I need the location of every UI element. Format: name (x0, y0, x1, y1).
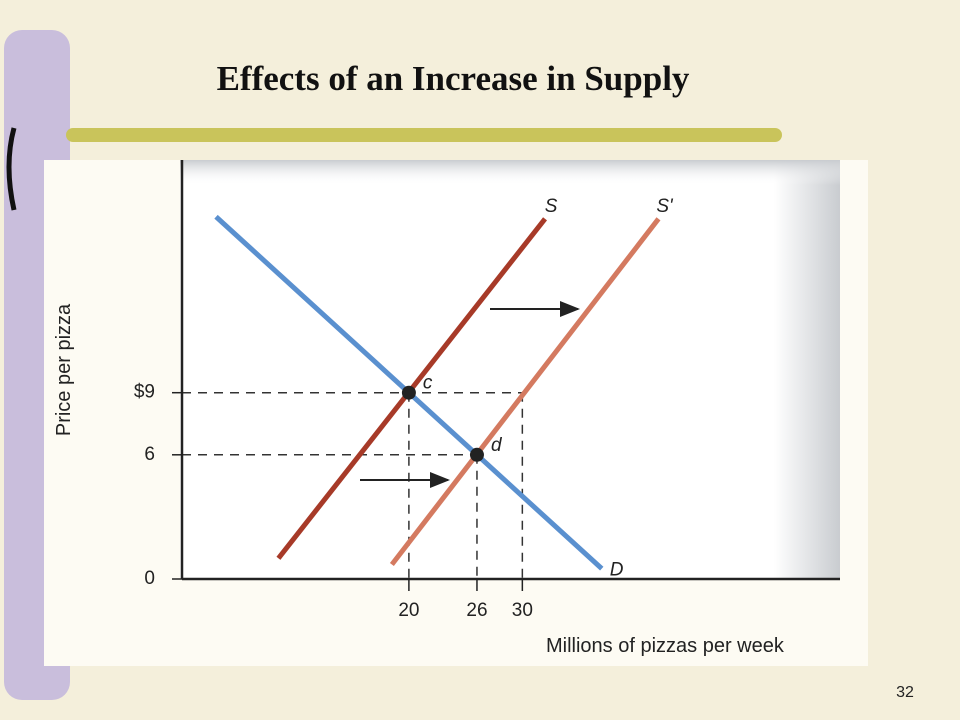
y-tick-label: $9 (134, 382, 155, 403)
y-tick-label: 6 (144, 444, 155, 465)
series-label: S' (656, 196, 674, 217)
plot-shade (180, 160, 840, 578)
plot: S S' Dc d 0 6 $9 20 26 30 (134, 160, 840, 621)
point-label: d (491, 435, 503, 456)
y-axis-label: Price per pizza (53, 303, 75, 436)
series-line (389, 217, 661, 567)
series-label: S (545, 196, 558, 217)
slide-title: Effects of an Increase in Supply (217, 59, 690, 98)
title-rule (66, 128, 782, 142)
equilibrium-point (401, 385, 416, 400)
x-tick-label: 20 (398, 600, 419, 621)
page-number: 32 (896, 684, 914, 701)
x-tick-label: 26 (466, 600, 487, 621)
equilibrium-point (469, 447, 484, 462)
x-axis-label: Millions of pizzas per week (546, 635, 785, 657)
bracket (6, 127, 17, 211)
y-tick-label: 0 (144, 568, 155, 589)
x-tick-label: 30 (512, 600, 533, 621)
point-label: c (423, 373, 433, 394)
series-label: D (610, 560, 624, 581)
